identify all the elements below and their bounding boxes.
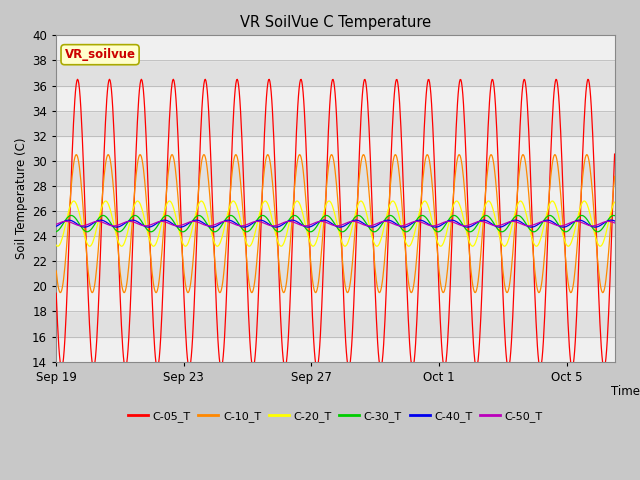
C-05_T [429, 141, 437, 146]
Bar [56, 111, 614, 136]
C-30_T [611, 213, 618, 218]
Bar [56, 261, 614, 287]
C-20_T [292, 198, 300, 204]
C-50_T [194, 219, 202, 225]
C-40_T [611, 218, 618, 224]
C-05_T [292, 129, 300, 134]
C-10_T [368, 224, 376, 229]
Bar [56, 60, 614, 85]
C-05_T [154, 365, 161, 371]
C-40_T [332, 223, 339, 228]
Bar [56, 312, 614, 336]
C-05_T [333, 110, 340, 116]
C-10_T [611, 173, 618, 179]
C-40_T [52, 224, 60, 229]
Bar [56, 136, 614, 161]
C-50_T [365, 223, 373, 229]
C-40_T [448, 217, 456, 223]
C-30_T [332, 222, 339, 228]
C-10_T [365, 189, 373, 194]
X-axis label: Time: Time [611, 384, 640, 397]
C-40_T [194, 217, 202, 223]
C-50_T [292, 220, 300, 226]
C-05_T [365, 124, 373, 130]
Bar [56, 85, 614, 111]
Bar [56, 211, 614, 236]
Line: C-40_T: C-40_T [56, 220, 614, 227]
C-40_T [367, 224, 374, 230]
C-30_T [371, 229, 378, 235]
C-30_T [367, 227, 375, 233]
C-10_T [292, 165, 300, 171]
Line: C-05_T: C-05_T [56, 79, 614, 368]
C-20_T [333, 218, 340, 224]
C-10_T [333, 180, 340, 186]
C-05_T [52, 290, 60, 296]
C-05_T [195, 164, 203, 169]
C-05_T [368, 191, 376, 197]
C-05_T [138, 76, 145, 82]
Bar [56, 186, 614, 211]
C-10_T [52, 268, 60, 274]
Title: VR SoilVue C Temperature: VR SoilVue C Temperature [240, 15, 431, 30]
C-10_T [184, 290, 192, 296]
Bar [56, 336, 614, 362]
C-30_T [365, 224, 372, 229]
C-30_T [291, 213, 299, 218]
Legend: C-05_T, C-10_T, C-20_T, C-30_T, C-40_T, C-50_T: C-05_T, C-10_T, C-20_T, C-30_T, C-40_T, … [124, 407, 547, 426]
C-30_T [429, 226, 437, 231]
Bar [56, 287, 614, 312]
C-50_T [333, 223, 340, 229]
C-50_T [368, 223, 376, 228]
C-40_T [463, 224, 471, 230]
C-30_T [355, 213, 362, 218]
C-50_T [285, 218, 293, 224]
Bar [56, 161, 614, 186]
Text: VR_soilvue: VR_soilvue [65, 48, 136, 61]
Line: C-30_T: C-30_T [56, 216, 614, 232]
C-50_T [269, 223, 277, 229]
C-20_T [261, 198, 269, 204]
Bar [56, 236, 614, 261]
Line: C-50_T: C-50_T [56, 221, 614, 226]
C-20_T [52, 242, 60, 248]
C-40_T [291, 218, 299, 224]
C-05_T [611, 151, 618, 157]
C-20_T [429, 225, 437, 230]
C-40_T [364, 223, 371, 229]
C-10_T [200, 152, 208, 157]
C-20_T [368, 232, 376, 238]
C-50_T [52, 221, 60, 227]
C-40_T [428, 224, 436, 229]
Line: C-10_T: C-10_T [56, 155, 614, 293]
C-50_T [429, 223, 437, 229]
C-50_T [611, 220, 618, 226]
Bar [56, 36, 614, 60]
Y-axis label: Soil Temperature (C): Soil Temperature (C) [15, 138, 28, 259]
Line: C-20_T: C-20_T [56, 201, 614, 246]
C-20_T [277, 243, 285, 249]
C-30_T [194, 213, 202, 218]
C-10_T [429, 198, 437, 204]
C-10_T [195, 186, 202, 192]
C-20_T [611, 199, 618, 205]
C-20_T [365, 221, 373, 227]
C-30_T [52, 229, 60, 235]
C-20_T [194, 203, 202, 209]
